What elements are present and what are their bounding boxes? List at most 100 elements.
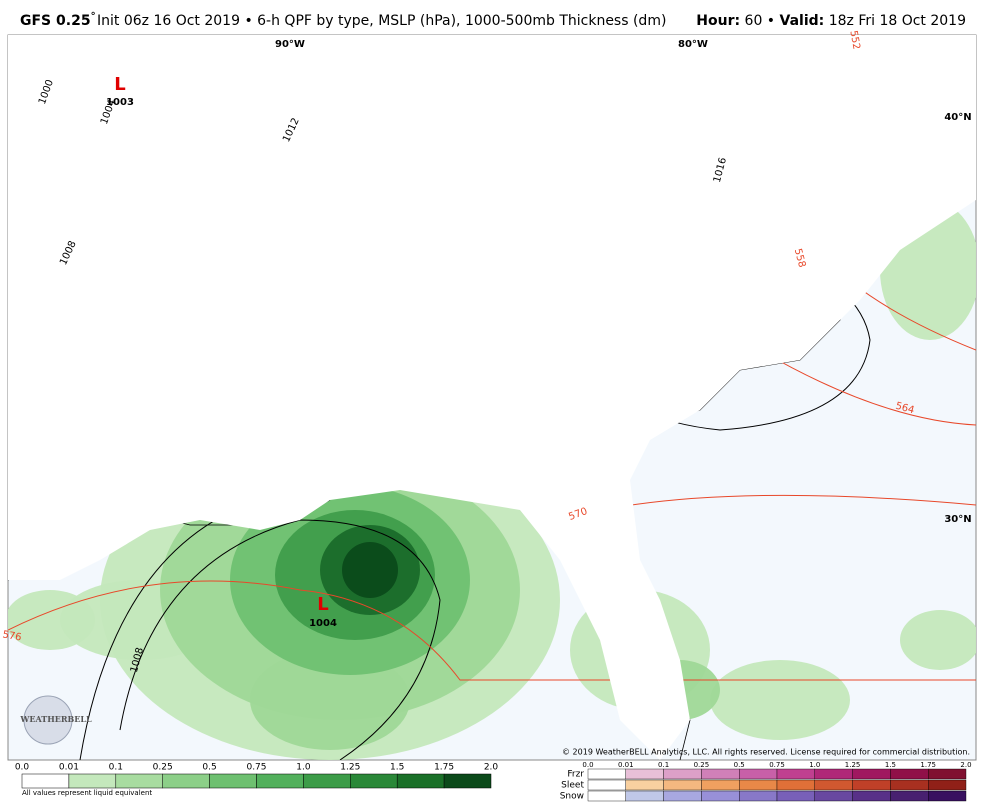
- ptype-swatch: [852, 768, 891, 780]
- thickness-label: 564: [894, 401, 915, 417]
- ptype-swatch: [928, 779, 967, 791]
- ptype-swatch: [701, 790, 740, 802]
- rain-scale-label: 1.25: [340, 763, 360, 773]
- rain-swatch: [396, 773, 445, 789]
- ptype-swatch: [625, 790, 664, 802]
- model-name: GFS 0.25°: [20, 11, 96, 29]
- rain-swatch: [115, 773, 163, 789]
- ptype-scale-label: 0.0: [582, 761, 593, 769]
- hour: 60 •: [745, 13, 776, 29]
- land: [8, 35, 976, 760]
- low-pressure: 1003: [106, 97, 134, 108]
- parallel-label: 40°N: [944, 112, 971, 123]
- copyright: © 2019 WeatherBELL Analytics, LLC. All r…: [562, 748, 970, 757]
- ptype-scale-label: 1.75: [920, 761, 936, 769]
- precip-area: [900, 610, 976, 670]
- low-symbol: L: [317, 594, 328, 615]
- valid-label: Valid:: [780, 13, 825, 29]
- ptype-swatch: [587, 779, 626, 791]
- logo-globe: [23, 695, 73, 745]
- rain-scale-label: 0.1: [109, 763, 123, 773]
- precip-area: [8, 590, 95, 650]
- ptype-scale-label: 0.01: [618, 761, 634, 769]
- valid: 18z Fri 18 Oct 2019: [829, 13, 966, 29]
- parallel-label: 30°N: [944, 514, 971, 525]
- ptype-swatch: [776, 779, 815, 791]
- ptype-swatch: [701, 779, 740, 791]
- rain-scale-label: 1.0: [296, 763, 311, 773]
- ptype-scale-label: 1.0: [809, 761, 820, 769]
- ptype-swatch: [852, 779, 891, 791]
- rain-scale-label: 1.75: [434, 763, 454, 773]
- ptype-swatch: [587, 790, 626, 802]
- rain-scale-label: 1.5: [390, 763, 404, 773]
- thickness-label: 576: [2, 629, 23, 643]
- thickness-label: 552: [847, 30, 861, 51]
- ptype-swatch: [852, 790, 891, 802]
- ptype-scale-label: 2.0: [960, 761, 971, 769]
- ptype-swatch: [814, 768, 853, 780]
- rain-scale-label: 0.25: [153, 763, 173, 773]
- low-pressure: 1004: [309, 618, 337, 629]
- hour-label: Hour:: [696, 13, 740, 29]
- ptype-label: Frzr: [567, 770, 584, 780]
- ptype-swatch: [814, 790, 853, 802]
- rain-swatch: [350, 773, 398, 789]
- ptype-swatch: [739, 779, 778, 791]
- low-symbol: L: [114, 74, 125, 95]
- precip-area: [710, 660, 850, 740]
- ptype-scale-label: 0.1: [658, 761, 669, 769]
- ptype-label: Sleet: [561, 781, 584, 791]
- rain-scale-label: 2.0: [484, 763, 499, 773]
- ptype-label: Snow: [560, 792, 584, 802]
- rain-scale-label: 0.75: [246, 763, 266, 773]
- precip-area: [342, 542, 398, 598]
- ptype-scale-label: 1.25: [845, 761, 861, 769]
- ptype-swatch: [663, 779, 702, 791]
- rain-scale-label: 0.01: [59, 763, 79, 773]
- rain-swatch: [303, 773, 351, 789]
- rain-scale-label: 0.5: [202, 763, 216, 773]
- meridian-label: 90°W: [275, 39, 305, 50]
- ptype-swatch: [890, 790, 929, 802]
- rain-swatch: [162, 773, 210, 789]
- ptype-swatch: [587, 768, 626, 780]
- ptype-swatch: [928, 768, 967, 780]
- ptype-swatch: [776, 768, 815, 780]
- logo: WEATHERBELL: [19, 714, 92, 724]
- ptype-swatch: [625, 768, 664, 780]
- ptype-swatch: [739, 790, 778, 802]
- ptype-swatch: [928, 790, 967, 802]
- header-description: Init 06z 16 Oct 2019 • 6-h QPF by type, …: [97, 13, 666, 29]
- ptype-scale-label: 0.25: [694, 761, 710, 769]
- legend-note: All values represent liquid equivalent: [22, 789, 152, 797]
- ptype-swatch: [663, 790, 702, 802]
- precip-area: [250, 650, 410, 750]
- ptype-scale-label: 1.5: [885, 761, 896, 769]
- rain-swatch: [209, 773, 257, 789]
- degree: °: [91, 11, 96, 22]
- rain-swatch: [21, 773, 70, 789]
- ptype-swatch: [625, 779, 664, 791]
- ptype-swatch: [890, 768, 929, 780]
- rain-swatch: [256, 773, 304, 789]
- ptype-swatch: [776, 790, 815, 802]
- isobar: [119, 519, 441, 760]
- ptype-swatch: [739, 768, 778, 780]
- ptype-swatch: [890, 779, 929, 791]
- rain-swatch: [443, 773, 492, 789]
- rain-swatch: [68, 773, 117, 789]
- model: GFS 0.25: [20, 13, 91, 29]
- ptype-scale-label: 0.5: [734, 761, 745, 769]
- ptype-scale-label: 0.75: [769, 761, 785, 769]
- ptype-swatch: [663, 768, 702, 780]
- thickness: [8, 580, 976, 681]
- header-valid: Hour: 60 • Valid: 18z Fri 18 Oct 2019: [696, 13, 966, 29]
- meridian-label: 80°W: [678, 39, 708, 50]
- thickness-label: 558: [792, 247, 808, 268]
- ptype-swatch: [814, 779, 853, 791]
- ptype-swatch: [701, 768, 740, 780]
- rain-scale-label: 0.0: [15, 763, 30, 773]
